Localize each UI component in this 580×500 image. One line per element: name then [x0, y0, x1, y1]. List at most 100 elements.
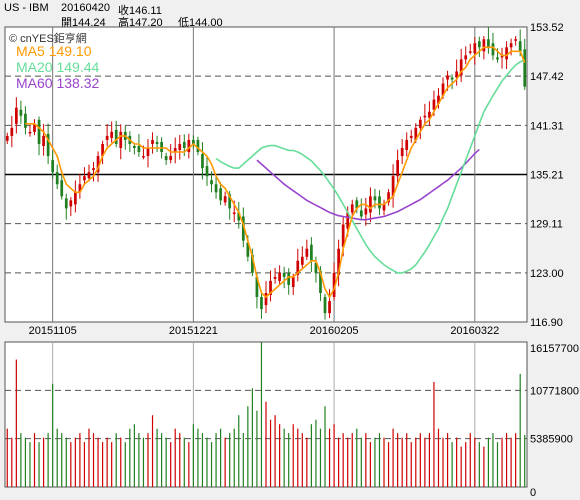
- candle-body: [487, 39, 490, 48]
- candle-body: [182, 141, 186, 148]
- volume-bar: [433, 382, 435, 487]
- volume-bar: [220, 428, 222, 487]
- volume-bar: [297, 428, 299, 487]
- candle-body: [350, 204, 354, 213]
- volume-bar: [279, 424, 281, 487]
- volume-bar: [170, 442, 172, 487]
- candle-body: [450, 77, 454, 80]
- volume-bar: [428, 433, 431, 487]
- price-tick-label: 129.11: [530, 219, 563, 231]
- candle-body: [133, 145, 136, 148]
- volume-bar: [315, 419, 317, 487]
- candle-body: [196, 139, 200, 153]
- volume-bar: [365, 433, 367, 487]
- volume-bar: [274, 415, 276, 487]
- candle-body: [51, 160, 55, 173]
- volume-bar: [465, 442, 467, 487]
- price-tick-label: 116.90: [530, 317, 563, 329]
- volume-bar: [347, 437, 349, 487]
- volume-bar: [161, 433, 163, 487]
- volume-bar: [406, 433, 408, 487]
- candle-body: [87, 172, 91, 179]
- candle-body: [142, 156, 145, 158]
- candle-body: [28, 131, 32, 134]
- volume-bar: [133, 424, 135, 487]
- volume-bar: [383, 437, 385, 487]
- candle-body: [459, 59, 463, 76]
- volume-bar: [342, 433, 344, 487]
- candle-body: [518, 41, 522, 52]
- volume-bar: [233, 428, 235, 487]
- candle-body: [523, 49, 527, 87]
- ma60-legend: MA60 138.32: [16, 75, 99, 91]
- volume-tick-label: 5385900: [530, 434, 573, 446]
- candle-body: [355, 200, 359, 209]
- candle-body: [251, 254, 254, 273]
- candle-body: [78, 184, 82, 193]
- volume-bar: [319, 428, 322, 487]
- volume-bar: [324, 406, 326, 487]
- volume-bar: [442, 437, 444, 487]
- watermark: © cnYES鉅亨網: [9, 33, 87, 45]
- volume-bar: [292, 424, 294, 487]
- candle-body: [310, 244, 313, 261]
- candle-body: [96, 156, 100, 173]
- volume-bar: [215, 433, 217, 487]
- candle-body: [491, 43, 495, 56]
- volume-bar: [496, 442, 499, 487]
- volume-bar: [360, 437, 362, 487]
- candle-body: [214, 184, 218, 193]
- candle-body: [414, 127, 418, 140]
- volume-bar: [265, 401, 267, 487]
- volume-bar: [501, 437, 503, 487]
- volume-bar: [147, 433, 149, 487]
- volume-bar: [242, 433, 244, 487]
- volume-bar: [151, 415, 154, 487]
- candle-body: [169, 156, 173, 161]
- volume-bar: [301, 433, 303, 487]
- candle-body: [210, 180, 213, 185]
- candle-body: [137, 145, 141, 153]
- candle-body: [114, 129, 118, 144]
- candle-body: [505, 47, 508, 60]
- volume-bar: [210, 442, 213, 487]
- volume-bar: [269, 419, 272, 487]
- volume-bar: [256, 410, 258, 487]
- candle-body: [382, 204, 386, 211]
- volume-bar: [392, 428, 394, 487]
- candle-body: [69, 200, 73, 207]
- candle-body: [105, 135, 109, 140]
- ma60-legend-name: MA60: [16, 75, 53, 91]
- price-tick-label: 141.31: [530, 120, 564, 132]
- candle-body: [405, 139, 409, 151]
- candle-body: [477, 41, 481, 48]
- volume-bar: [97, 437, 99, 487]
- candle-body: [305, 248, 309, 257]
- volume-bar: [460, 446, 462, 487]
- volume-bar: [129, 428, 131, 487]
- volume-bar: [478, 442, 480, 487]
- candle-body: [473, 43, 477, 54]
- candle-body: [287, 272, 291, 285]
- candle-body: [273, 276, 277, 279]
- volume-bar: [101, 442, 104, 487]
- volume-bar: [52, 383, 54, 487]
- ma5-legend-name: MA5: [16, 43, 45, 59]
- candle-body: [418, 119, 422, 128]
- candle-body: [146, 147, 150, 157]
- candle-body: [46, 133, 50, 157]
- date-tick-label: 20160205: [310, 325, 359, 337]
- volume-bar: [419, 433, 421, 487]
- candle-body: [369, 196, 372, 213]
- volume-bar: [29, 442, 31, 487]
- volume-bar: [15, 359, 17, 487]
- volume-bar: [179, 433, 181, 487]
- candle-body: [264, 292, 268, 306]
- candle-body: [14, 107, 18, 124]
- candle-body: [314, 262, 318, 273]
- candle-body: [446, 75, 449, 80]
- volume-tick-label: 16157700: [530, 343, 579, 355]
- candle-body: [282, 272, 286, 277]
- candle-body: [42, 135, 45, 146]
- candle-body: [173, 147, 177, 153]
